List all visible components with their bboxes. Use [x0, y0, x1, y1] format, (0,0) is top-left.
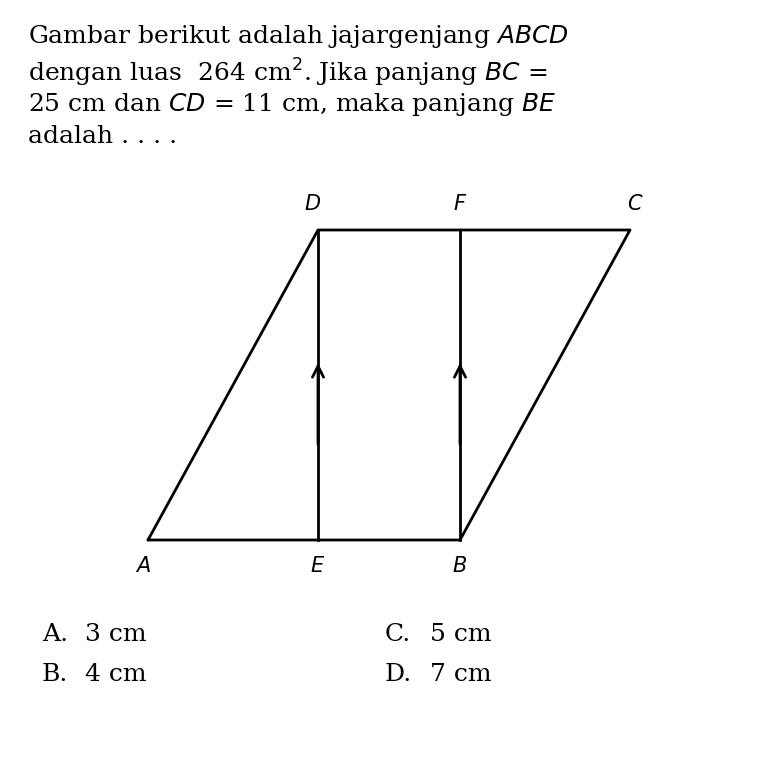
- Text: B.: B.: [42, 663, 68, 686]
- Text: C.: C.: [385, 623, 411, 646]
- Text: $D$: $D$: [305, 194, 322, 214]
- Text: $C$: $C$: [627, 194, 643, 214]
- Text: 5 cm: 5 cm: [430, 623, 492, 646]
- Text: 4 cm: 4 cm: [85, 663, 147, 686]
- Text: 3 cm: 3 cm: [85, 623, 147, 646]
- Text: $F$: $F$: [453, 194, 467, 214]
- Text: adalah . . . .: adalah . . . .: [28, 125, 177, 148]
- Text: Gambar berikut adalah jajargenjang $ABCD$: Gambar berikut adalah jajargenjang $ABCD…: [28, 23, 569, 50]
- Text: 7 cm: 7 cm: [430, 663, 492, 686]
- Text: $B$: $B$: [452, 556, 468, 576]
- Text: $A$: $A$: [135, 556, 151, 576]
- Text: D.: D.: [385, 663, 412, 686]
- Text: $E$: $E$: [311, 556, 325, 576]
- Text: A.: A.: [42, 623, 68, 646]
- Text: dengan luas  264 cm$^2$. Jika panjang $BC$ =: dengan luas 264 cm$^2$. Jika panjang $BC…: [28, 57, 547, 89]
- Text: 25 cm dan $CD$ = 11 cm, maka panjang $BE$: 25 cm dan $CD$ = 11 cm, maka panjang $BE…: [28, 91, 557, 118]
